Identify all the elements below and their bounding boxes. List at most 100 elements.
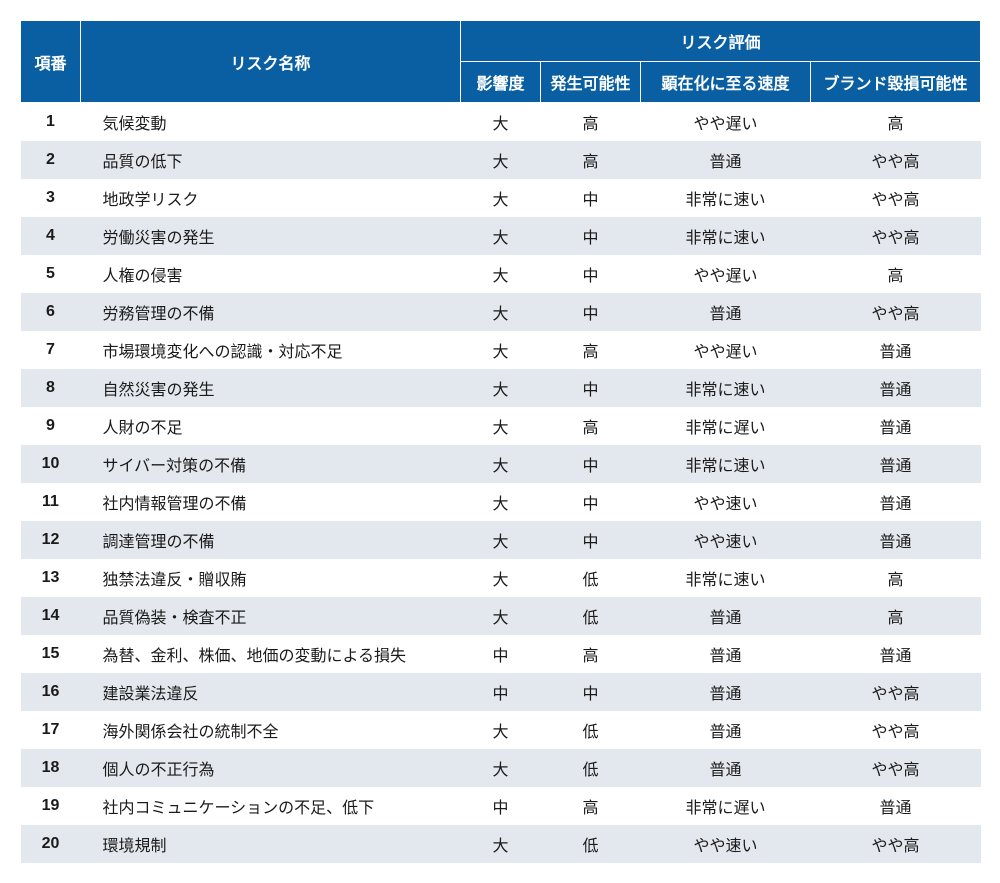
cell-impact: 大 [461,521,541,559]
cell-brand: 高 [811,597,981,635]
table-row: 6労務管理の不備大中普通やや高 [21,293,981,331]
header-name: リスク名称 [81,21,461,103]
cell-prob: 高 [541,635,641,673]
cell-name: 人財の不足 [81,407,461,445]
cell-prob: 中 [541,673,641,711]
cell-num: 5 [21,255,81,293]
cell-brand: 普通 [811,331,981,369]
cell-brand: 高 [811,103,981,142]
cell-impact: 大 [461,255,541,293]
cell-name: 調達管理の不備 [81,521,461,559]
cell-name: 環境規制 [81,825,461,863]
cell-impact: 大 [461,445,541,483]
cell-brand: やや高 [811,217,981,255]
cell-prob: 低 [541,597,641,635]
header-brand: ブランド毀損可能性 [811,62,981,103]
cell-num: 11 [21,483,81,521]
table-row: 4労働災害の発生大中非常に速いやや高 [21,217,981,255]
header-num: 項番 [21,21,81,103]
header-prob: 発生可能性 [541,62,641,103]
cell-num: 15 [21,635,81,673]
cell-prob: 高 [541,407,641,445]
cell-brand: やや高 [811,141,981,179]
table-header: 項番 リスク名称 リスク評価 影響度 発生可能性 顕在化に至る速度 ブランド毀損… [21,21,981,103]
cell-impact: 大 [461,559,541,597]
cell-name: 労働災害の発生 [81,217,461,255]
cell-brand: やや高 [811,711,981,749]
cell-prob: 中 [541,521,641,559]
cell-num: 14 [21,597,81,635]
cell-num: 7 [21,331,81,369]
table-row: 16建設業法違反中中普通やや高 [21,673,981,711]
cell-num: 17 [21,711,81,749]
cell-speed: やや速い [641,825,811,863]
table-row: 3地政学リスク大中非常に速いやや高 [21,179,981,217]
cell-prob: 中 [541,255,641,293]
cell-impact: 大 [461,483,541,521]
cell-prob: 低 [541,711,641,749]
table-body: 1気候変動大高やや遅い高2品質の低下大高普通やや高3地政学リスク大中非常に速いや… [21,103,981,864]
cell-brand: やや高 [811,179,981,217]
cell-speed: 普通 [641,597,811,635]
cell-name: 地政学リスク [81,179,461,217]
cell-speed: 非常に速い [641,445,811,483]
table-row: 1気候変動大高やや遅い高 [21,103,981,142]
cell-speed: やや遅い [641,255,811,293]
cell-prob: 中 [541,445,641,483]
cell-impact: 大 [461,179,541,217]
table-row: 14品質偽装・検査不正大低普通高 [21,597,981,635]
cell-impact: 大 [461,293,541,331]
cell-name: 個人の不正行為 [81,749,461,787]
cell-impact: 大 [461,825,541,863]
cell-num: 9 [21,407,81,445]
cell-prob: 高 [541,331,641,369]
cell-prob: 中 [541,483,641,521]
cell-speed: 普通 [641,673,811,711]
cell-brand: 普通 [811,521,981,559]
cell-num: 12 [21,521,81,559]
table-row: 12調達管理の不備大中やや速い普通 [21,521,981,559]
cell-name: 建設業法違反 [81,673,461,711]
cell-speed: 非常に速い [641,217,811,255]
cell-impact: 中 [461,635,541,673]
cell-brand: 普通 [811,635,981,673]
cell-brand: 普通 [811,445,981,483]
cell-prob: 中 [541,293,641,331]
cell-impact: 大 [461,369,541,407]
table-row: 2品質の低下大高普通やや高 [21,141,981,179]
cell-speed: 普通 [641,711,811,749]
cell-name: 労務管理の不備 [81,293,461,331]
cell-brand: 普通 [811,483,981,521]
cell-prob: 高 [541,103,641,142]
cell-brand: やや高 [811,825,981,863]
cell-brand: 普通 [811,369,981,407]
cell-prob: 中 [541,217,641,255]
cell-prob: 高 [541,141,641,179]
cell-name: 市場環境変化への認識・対応不足 [81,331,461,369]
cell-impact: 大 [461,597,541,635]
cell-name: 自然災害の発生 [81,369,461,407]
table-row: 10サイバー対策の不備大中非常に速い普通 [21,445,981,483]
cell-prob: 低 [541,749,641,787]
cell-name: 為替、金利、株価、地価の変動による損失 [81,635,461,673]
table-row: 18個人の不正行為大低普通やや高 [21,749,981,787]
cell-name: サイバー対策の不備 [81,445,461,483]
cell-name: 品質偽装・検査不正 [81,597,461,635]
header-impact: 影響度 [461,62,541,103]
cell-num: 16 [21,673,81,711]
table-row: 19社内コミュニケーションの不足、低下中高非常に遅い普通 [21,787,981,825]
cell-brand: やや高 [811,749,981,787]
table-row: 17海外関係会社の統制不全大低普通やや高 [21,711,981,749]
cell-prob: 中 [541,369,641,407]
header-group: リスク評価 [461,21,981,62]
cell-speed: 非常に速い [641,179,811,217]
cell-num: 4 [21,217,81,255]
cell-speed: 非常に遅い [641,787,811,825]
table-row: 9人財の不足大高非常に遅い普通 [21,407,981,445]
cell-impact: 中 [461,673,541,711]
cell-num: 18 [21,749,81,787]
table-row: 8自然災害の発生大中非常に速い普通 [21,369,981,407]
table-row: 13独禁法違反・贈収賄大低非常に速い高 [21,559,981,597]
cell-speed: 非常に遅い [641,407,811,445]
cell-brand: 高 [811,255,981,293]
